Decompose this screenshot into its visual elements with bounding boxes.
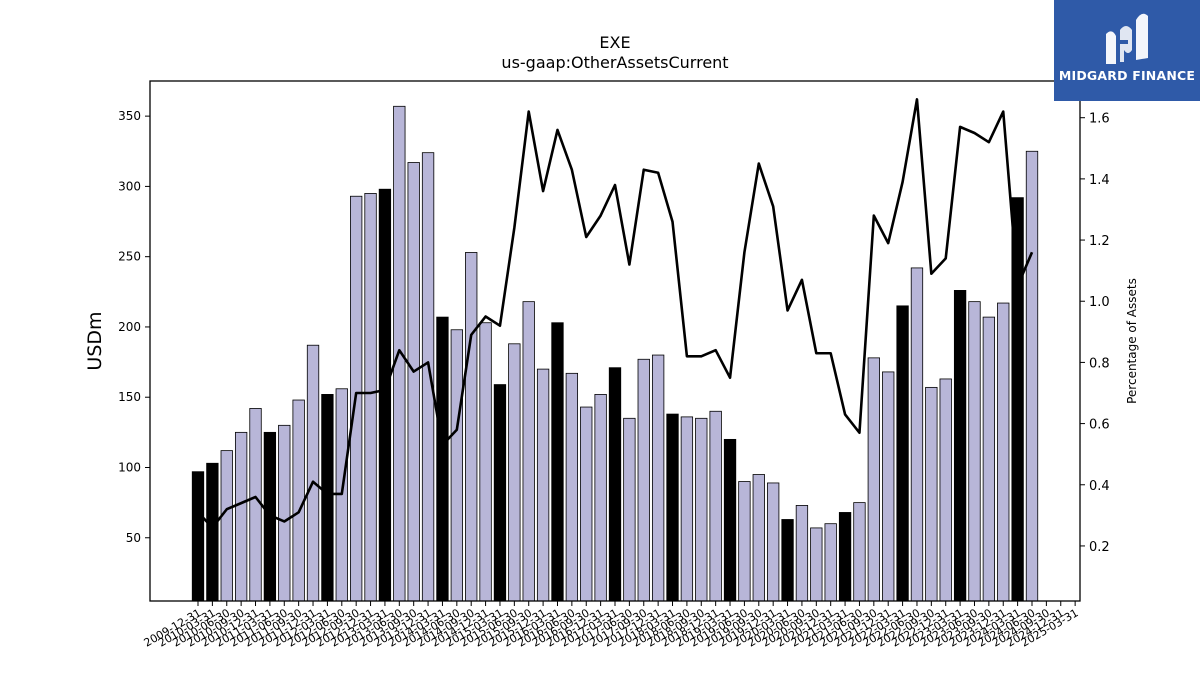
- bar: [436, 316, 449, 602]
- chart-subtitle: us-gaap:OtherAssetsCurrent: [501, 53, 729, 72]
- bar: [364, 193, 377, 602]
- bar: [278, 424, 291, 602]
- y-tick-label: 250: [118, 250, 141, 264]
- bar: [666, 413, 679, 602]
- bar: [853, 502, 866, 602]
- bar: [206, 462, 219, 602]
- y-tick-label: 350: [118, 109, 141, 123]
- bar: [738, 481, 751, 602]
- y2-tick-label: 1.2: [1089, 234, 1110, 249]
- bar: [680, 416, 694, 602]
- bar: [465, 252, 478, 602]
- bar: [421, 152, 435, 602]
- brand-logo: MIDGARD FINANCE: [1054, 0, 1200, 101]
- y2-axis-label: Percentage of Assets: [1125, 278, 1139, 404]
- y-tick-label: 300: [118, 179, 141, 193]
- y-tick-label: 100: [118, 460, 141, 474]
- bar: [896, 305, 909, 602]
- bar: [637, 358, 650, 602]
- bar: [508, 343, 521, 602]
- axes: 50 100 150 200 250 300 350 0.2 0.4 0.6 0.8 1.0 1.2 1.…: [84, 80, 1139, 650]
- bar: [450, 329, 463, 602]
- y-axis-label: USDm: [84, 311, 106, 370]
- bar: [824, 523, 837, 602]
- bar: [220, 450, 233, 602]
- line-series: [197, 98, 1034, 529]
- bar: [565, 372, 579, 602]
- bar: [910, 267, 924, 602]
- y-tick-label: 150: [118, 390, 141, 404]
- bar: [493, 384, 507, 602]
- midgard-logo-icon: [1106, 13, 1148, 64]
- bar: [479, 322, 492, 602]
- bar: [234, 431, 248, 602]
- logo-text: MIDGARD FINANCE: [1058, 68, 1196, 83]
- bar: [925, 386, 938, 602]
- y-tick-label: 200: [118, 320, 141, 334]
- chart-title: EXE: [599, 33, 631, 52]
- bar: [968, 301, 981, 602]
- bar: [623, 417, 636, 602]
- bar: [594, 394, 607, 602]
- bar: [767, 482, 780, 602]
- bar: [781, 519, 794, 602]
- y2-tick-label: 0.8: [1089, 356, 1110, 371]
- bar: [551, 322, 564, 602]
- bar: [536, 368, 550, 602]
- bar-series: [191, 105, 1039, 602]
- bar: [407, 162, 420, 602]
- bar: [723, 438, 737, 602]
- bar: [939, 378, 952, 602]
- bar: [1011, 197, 1024, 602]
- bar: [982, 316, 996, 602]
- bar: [580, 406, 593, 602]
- bar: [695, 417, 708, 602]
- bar: [292, 399, 305, 602]
- bar: [321, 394, 334, 602]
- bar: [1025, 150, 1039, 602]
- y2-tick-label: 1.6: [1089, 112, 1110, 127]
- y-tick-label: 50: [126, 531, 141, 545]
- y2-tick-label: 0.6: [1089, 418, 1110, 433]
- bar: [608, 367, 622, 602]
- bar: [306, 344, 320, 602]
- bar: [882, 371, 895, 602]
- bar: [997, 302, 1010, 602]
- bar: [709, 410, 722, 602]
- bar: [795, 505, 809, 602]
- percentage-line: [197, 98, 1034, 529]
- bar: [953, 290, 967, 602]
- bar: [867, 357, 880, 602]
- bar: [249, 408, 262, 602]
- y2-tick-label: 0.2: [1089, 540, 1110, 555]
- bar: [810, 527, 823, 602]
- bar: [651, 354, 665, 602]
- bar: [191, 471, 205, 602]
- y2-tick-label: 0.4: [1089, 479, 1110, 494]
- bar: [838, 512, 852, 602]
- bar: [752, 474, 765, 602]
- y2-tick-label: 1.4: [1089, 173, 1110, 188]
- bar: [378, 188, 392, 602]
- y2-tick-label: 1.0: [1089, 295, 1110, 310]
- bar: [522, 301, 535, 602]
